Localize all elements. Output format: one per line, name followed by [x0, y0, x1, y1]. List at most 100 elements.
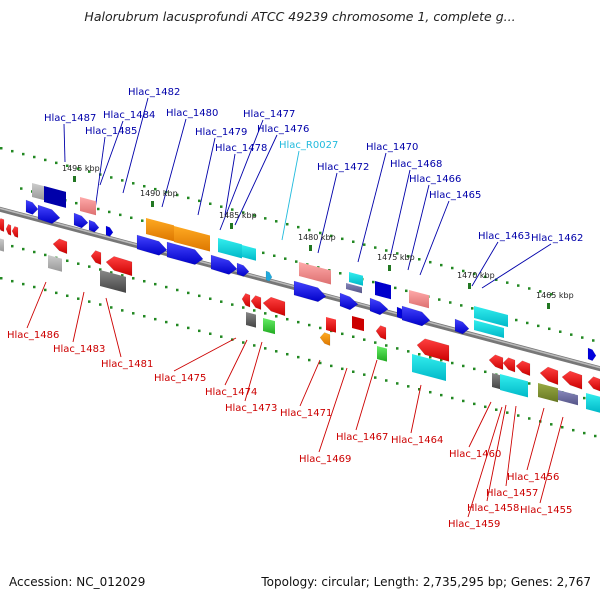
gene-block [218, 238, 242, 259]
scale-dot [262, 251, 265, 255]
scale-dot [319, 361, 322, 365]
scale-dot [363, 243, 366, 246]
scale-dot [352, 240, 355, 243]
scale-dot [99, 268, 102, 271]
forward-gene [73, 212, 89, 229]
gene-label-reverse: Hlac_1469 [299, 454, 351, 465]
scale-dot [11, 279, 14, 283]
scale-dot [363, 373, 366, 376]
gene-block [538, 383, 558, 403]
scale-label: 1465 kbp [536, 291, 574, 300]
scale-dot [33, 155, 36, 159]
gene-block [100, 270, 126, 293]
gene-label-forward: Hlac_1476 [257, 124, 309, 135]
scale-dot [394, 286, 397, 290]
scale-dot [198, 294, 201, 298]
gene-block [242, 245, 256, 261]
forward-gene [401, 305, 431, 327]
leader-line [197, 137, 216, 216]
scale-tick [151, 201, 154, 207]
scale-dot [385, 249, 388, 252]
scale-dot [396, 252, 399, 255]
scale-dot [220, 300, 223, 303]
gene-label-forward: Hlac_1487 [44, 113, 96, 124]
gene-label-forward: Hlac_R0027 [279, 140, 338, 151]
leader-lines [26, 97, 564, 518]
gene-block [44, 186, 66, 208]
scale-dot [319, 326, 322, 330]
forward-gene [339, 292, 359, 311]
forward-gene [105, 225, 114, 237]
scale-dot [275, 220, 278, 223]
leader-line [357, 152, 387, 263]
scale-dot [319, 231, 322, 235]
scale-dot [440, 263, 443, 267]
gene-label-reverse: Hlac_1464 [391, 435, 443, 446]
genome-info: Topology: circular; Length: 2,735,295 bp… [261, 575, 591, 589]
scale-dot [99, 303, 102, 306]
scale-dot [165, 285, 168, 289]
leader-line [219, 119, 264, 231]
leader-line [481, 243, 552, 289]
scale-tick [73, 176, 76, 182]
gene-block [412, 354, 446, 382]
scale-dot [297, 225, 300, 229]
reverse-gene [502, 357, 516, 373]
scale-tick [309, 245, 312, 251]
gene-block [377, 346, 387, 362]
scale-dot [407, 385, 410, 388]
scale-dot [526, 321, 529, 325]
scale-dot [495, 408, 498, 411]
gene-label-forward: Hlac_1482 [128, 87, 180, 98]
scale-dot [275, 315, 278, 318]
forward-gene [293, 280, 327, 303]
scale-dot [231, 303, 234, 306]
reverse-gene [241, 293, 251, 308]
scale-dot [473, 367, 476, 371]
scale-dot [132, 312, 135, 315]
gene-label-reverse: Hlac_1473 [225, 403, 277, 414]
scale-dot [484, 275, 487, 279]
gene-block [246, 312, 256, 328]
scale-dot [187, 196, 190, 200]
scale-dot [506, 411, 509, 414]
scale-dot [537, 324, 540, 328]
scale-dot [143, 184, 146, 188]
scale-label: 1495 kbp [62, 164, 100, 173]
reverse-gene [262, 296, 286, 317]
scale-dot [407, 350, 410, 353]
scale-dot [22, 282, 25, 286]
scale-dot [528, 382, 531, 385]
scale-dot [471, 307, 474, 310]
scale-dot [286, 352, 289, 356]
scale-dot [484, 370, 487, 374]
forward-gene [236, 262, 250, 277]
reverse-gene [105, 256, 133, 277]
scale-dot [176, 193, 179, 197]
scale-dot [539, 290, 542, 293]
scale-label: 1470 kbp [457, 271, 495, 280]
gene-block [48, 255, 62, 272]
scale-dot [462, 364, 465, 368]
scale-dot [451, 396, 454, 400]
gene-label-forward: Hlac_1477 [243, 109, 295, 120]
scale-dot [418, 258, 421, 261]
scale-dot [515, 318, 518, 322]
scale-dot [308, 228, 311, 232]
scale-dot [451, 361, 454, 365]
gene-label-reverse: Hlac_1483 [53, 344, 105, 355]
gene-block [146, 218, 174, 242]
scale-dot [77, 167, 80, 170]
scale-dot [77, 262, 80, 265]
forward-gene [136, 234, 168, 256]
scale-label: 1490 kbp [140, 189, 178, 198]
scale-dot [594, 434, 597, 438]
reverse-gene [90, 250, 102, 266]
leader-line [471, 241, 499, 287]
scale-dot [583, 431, 586, 435]
scale-dot [341, 237, 344, 241]
scale-dot [438, 298, 441, 301]
scale-dot [330, 364, 333, 368]
forward-gene [37, 204, 61, 224]
